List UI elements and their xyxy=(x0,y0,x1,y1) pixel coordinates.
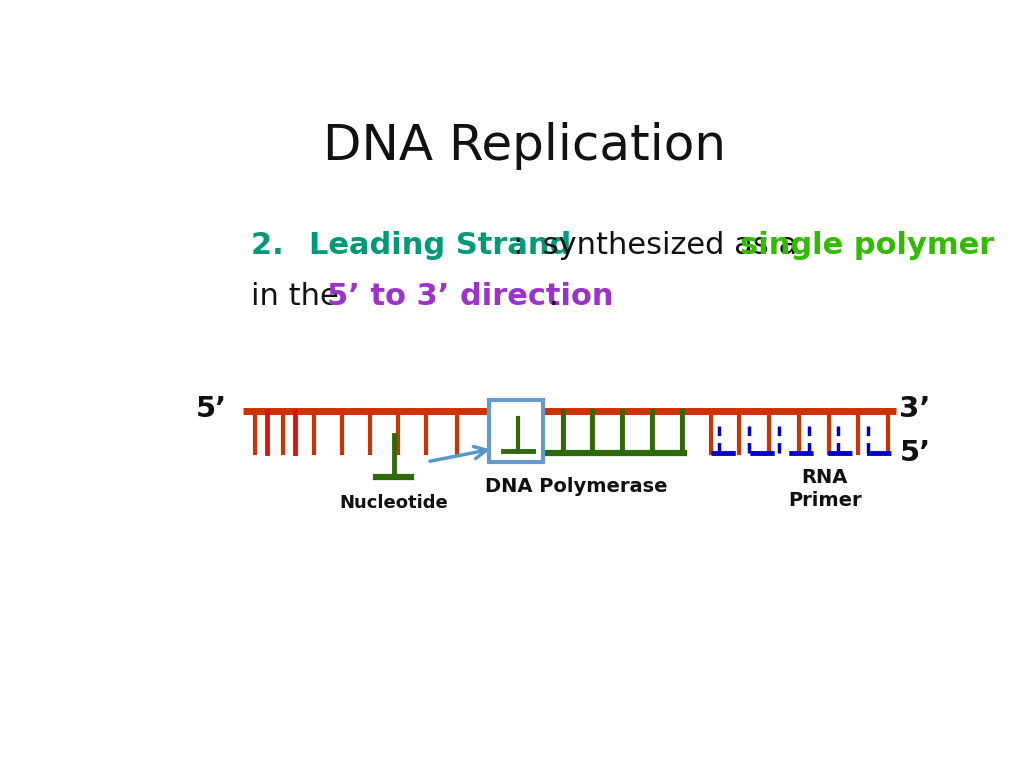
Text: 5’: 5’ xyxy=(196,395,227,422)
Text: single polymer: single polymer xyxy=(740,231,994,260)
Text: DNA Polymerase: DNA Polymerase xyxy=(485,476,668,495)
Text: Leading Strand: Leading Strand xyxy=(309,231,571,260)
FancyBboxPatch shape xyxy=(489,399,543,462)
Text: 3’: 3’ xyxy=(899,395,931,422)
Text: DNA Replication: DNA Replication xyxy=(324,121,726,170)
Text: :  synthesized as a: : synthesized as a xyxy=(513,231,807,260)
Text: 2.: 2. xyxy=(251,231,327,260)
Text: in the: in the xyxy=(251,282,348,311)
Text: .: . xyxy=(549,282,558,311)
Text: 5’ to 3’ direction: 5’ to 3’ direction xyxy=(327,282,613,311)
Text: 5’: 5’ xyxy=(899,439,931,467)
Text: RNA
Primer: RNA Primer xyxy=(788,468,861,510)
Text: Nucleotide: Nucleotide xyxy=(340,495,449,512)
